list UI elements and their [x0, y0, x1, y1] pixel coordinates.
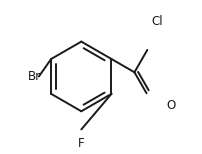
Text: F: F — [78, 137, 85, 150]
Text: Cl: Cl — [151, 15, 163, 28]
Text: O: O — [166, 99, 175, 112]
Text: Br: Br — [28, 70, 41, 83]
